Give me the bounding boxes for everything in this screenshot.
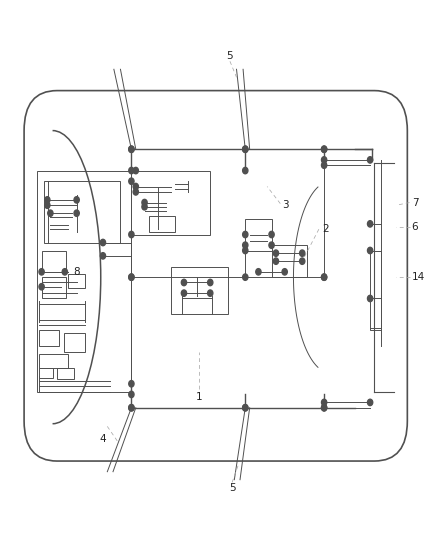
Circle shape xyxy=(273,258,279,264)
Circle shape xyxy=(74,210,79,216)
Circle shape xyxy=(243,405,248,411)
Circle shape xyxy=(243,247,248,254)
Circle shape xyxy=(243,167,248,174)
Text: 3: 3 xyxy=(283,200,289,210)
Circle shape xyxy=(321,146,327,152)
Bar xyxy=(39,368,53,378)
Circle shape xyxy=(321,157,327,163)
Bar xyxy=(68,274,85,288)
Circle shape xyxy=(269,231,274,238)
Circle shape xyxy=(129,274,134,280)
Text: 4: 4 xyxy=(99,434,106,445)
Text: 14: 14 xyxy=(412,272,425,282)
Bar xyxy=(57,368,74,379)
Bar xyxy=(42,277,66,298)
Bar xyxy=(171,266,228,314)
Circle shape xyxy=(321,405,327,411)
Circle shape xyxy=(273,250,279,256)
Circle shape xyxy=(129,381,134,387)
Circle shape xyxy=(133,189,138,195)
Circle shape xyxy=(367,157,373,163)
Circle shape xyxy=(181,279,187,286)
Circle shape xyxy=(321,162,327,168)
Circle shape xyxy=(129,274,134,280)
Circle shape xyxy=(367,247,373,254)
Bar xyxy=(42,251,66,272)
Circle shape xyxy=(243,405,248,411)
Text: 6: 6 xyxy=(412,222,418,231)
Circle shape xyxy=(367,221,373,227)
Circle shape xyxy=(367,399,373,406)
Bar xyxy=(272,245,307,277)
Circle shape xyxy=(45,202,50,208)
Circle shape xyxy=(243,146,248,152)
Bar xyxy=(149,216,175,232)
Text: 5: 5 xyxy=(226,51,233,61)
Circle shape xyxy=(181,290,187,296)
Text: 5: 5 xyxy=(229,483,236,492)
Circle shape xyxy=(321,146,327,152)
Circle shape xyxy=(243,242,248,248)
Bar xyxy=(245,219,272,251)
Circle shape xyxy=(269,242,274,248)
Circle shape xyxy=(208,279,213,286)
Bar xyxy=(39,330,59,346)
Circle shape xyxy=(321,274,327,280)
Bar xyxy=(44,181,120,243)
Circle shape xyxy=(129,167,134,174)
Circle shape xyxy=(300,258,305,264)
Circle shape xyxy=(129,231,134,238)
Circle shape xyxy=(100,239,106,246)
Circle shape xyxy=(39,284,44,290)
Circle shape xyxy=(129,146,134,152)
Circle shape xyxy=(142,204,147,210)
Bar xyxy=(64,333,85,352)
Circle shape xyxy=(300,250,305,256)
Circle shape xyxy=(62,269,67,275)
Bar xyxy=(39,354,68,368)
Circle shape xyxy=(367,295,373,302)
Circle shape xyxy=(129,146,134,152)
Text: 2: 2 xyxy=(322,224,328,234)
Text: 7: 7 xyxy=(412,198,418,207)
Bar xyxy=(370,251,381,330)
Circle shape xyxy=(129,405,134,411)
Bar xyxy=(131,171,210,235)
Text: 1: 1 xyxy=(196,392,203,402)
Circle shape xyxy=(142,199,147,206)
Circle shape xyxy=(256,269,261,275)
Circle shape xyxy=(133,167,138,174)
Circle shape xyxy=(321,399,327,406)
Circle shape xyxy=(243,231,248,238)
Circle shape xyxy=(321,405,327,411)
Circle shape xyxy=(48,210,53,216)
Circle shape xyxy=(133,183,138,190)
Circle shape xyxy=(129,405,134,411)
Circle shape xyxy=(74,197,79,203)
Circle shape xyxy=(129,178,134,184)
Circle shape xyxy=(100,253,106,259)
Bar xyxy=(37,171,131,392)
Circle shape xyxy=(208,290,213,296)
Circle shape xyxy=(282,269,287,275)
Circle shape xyxy=(129,391,134,398)
Circle shape xyxy=(45,197,50,203)
Circle shape xyxy=(243,274,248,280)
Circle shape xyxy=(243,146,248,152)
Text: 8: 8 xyxy=(73,267,80,277)
Circle shape xyxy=(39,269,44,275)
Circle shape xyxy=(321,274,327,280)
